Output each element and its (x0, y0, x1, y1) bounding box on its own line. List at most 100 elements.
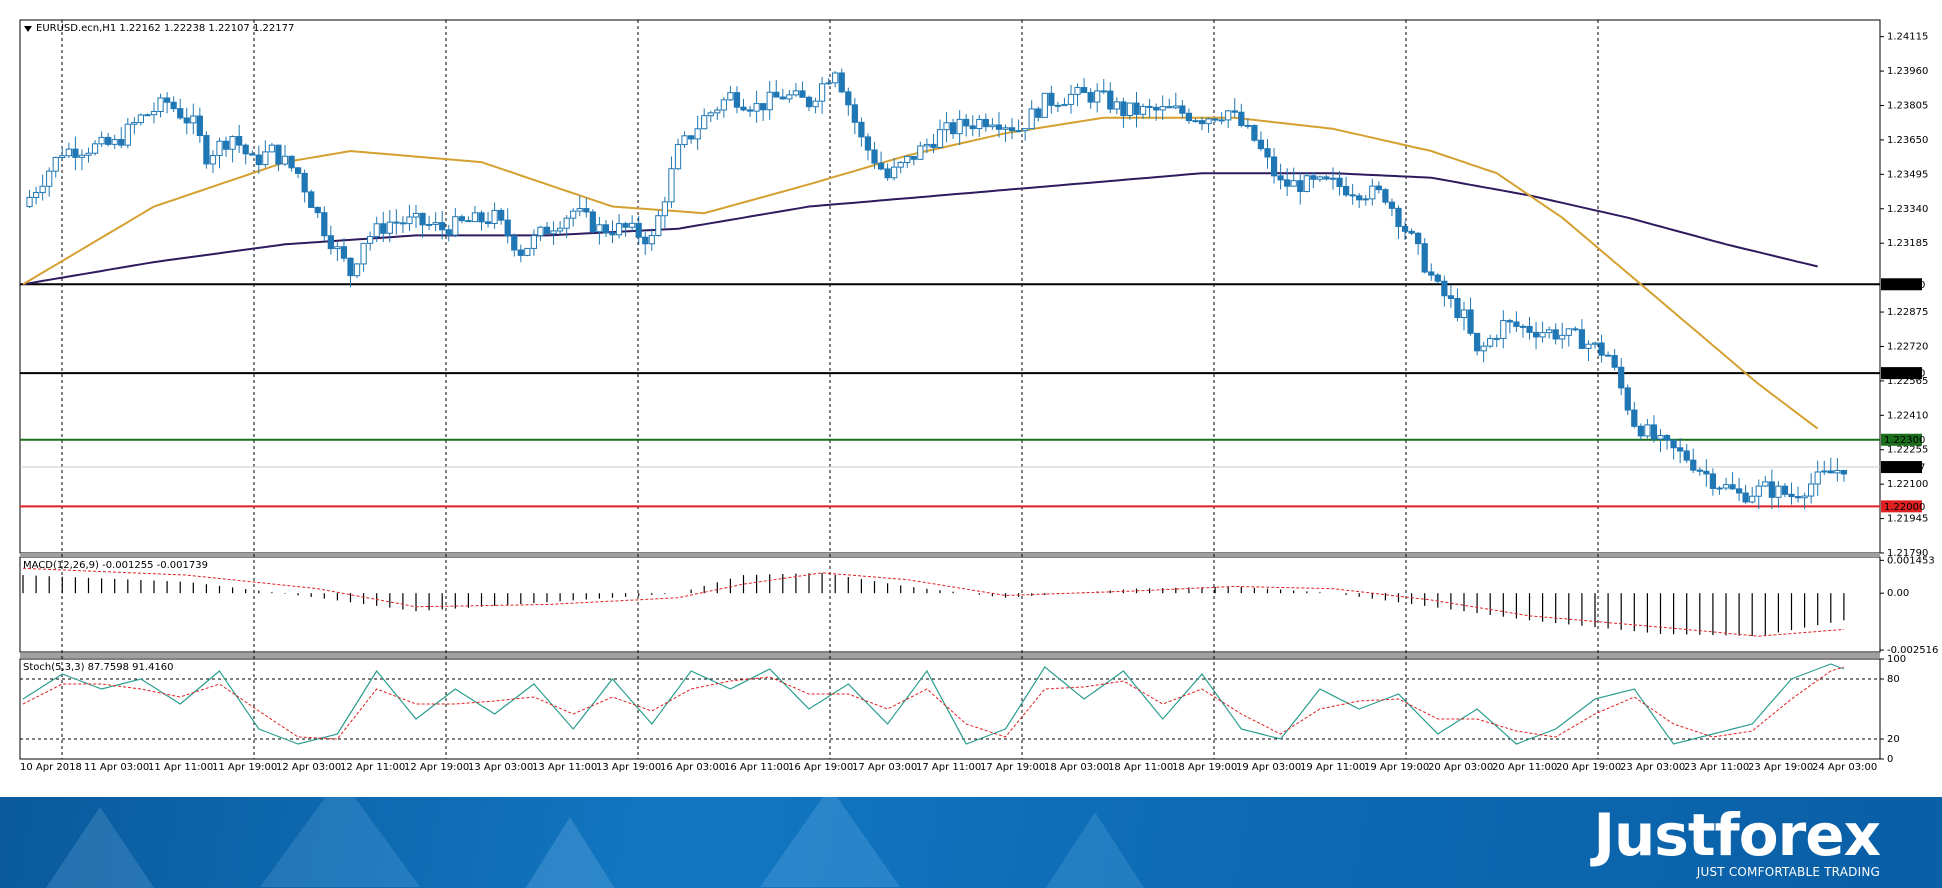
macd-title: MACD(12,26,9) -0.001255 -0.001739 (23, 560, 208, 571)
candle-body (1578, 329, 1586, 349)
x-tick-label: 23 Apr 03:00 (1620, 762, 1685, 773)
candle-body (1493, 337, 1500, 340)
candle-body (1552, 329, 1559, 340)
candle-body (596, 224, 603, 233)
price-y-tick-label: 1.21790 (1887, 548, 1928, 559)
candle-body (1388, 201, 1396, 209)
candle-body (491, 209, 498, 225)
price-level-label: 1.22177 (1884, 463, 1925, 474)
decorative-triangle (40, 807, 160, 888)
candle-body (1506, 320, 1513, 323)
stoch-y-tick-label: 0 (1887, 754, 1893, 765)
candle-body (1041, 92, 1048, 118)
candle-body (1762, 481, 1769, 487)
candle-body (1618, 366, 1625, 389)
candle-body (190, 115, 197, 124)
candle-body (1480, 345, 1487, 352)
price-y-tick-label: 1.22410 (1887, 410, 1928, 421)
candle-body (137, 114, 145, 124)
x-tick-label: 17 Apr 19:00 (980, 762, 1045, 773)
candle-body (1683, 450, 1690, 461)
candle-body (1526, 325, 1533, 333)
candle-body (1775, 485, 1782, 498)
x-tick-label: 12 Apr 19:00 (404, 762, 469, 773)
symbol-title: EURUSD.ecn,H1 1.22162 1.22238 1.22107 1.… (36, 23, 294, 34)
candle-body (1663, 434, 1671, 441)
candle-body (170, 101, 177, 110)
candle-body (1205, 118, 1212, 125)
candle-body (1742, 492, 1749, 503)
price-level-tag (1881, 500, 1922, 513)
candle-body (1401, 225, 1409, 232)
candle-body (294, 167, 302, 174)
candle-body (976, 118, 983, 130)
candle-body (46, 170, 53, 187)
candle-body (917, 145, 924, 160)
candle-body (1310, 175, 1317, 180)
stoch-panel-frame (19, 658, 1881, 760)
candle-body (517, 249, 524, 256)
candle-body (340, 246, 348, 259)
candle-body (222, 140, 230, 150)
candle-body (812, 100, 819, 108)
candle-body (39, 185, 46, 194)
candle-body (229, 136, 236, 150)
candle-body (1336, 177, 1343, 188)
candle-body (838, 72, 845, 93)
candle-body (746, 109, 754, 112)
candle-body (995, 124, 1003, 130)
candle-body (498, 209, 505, 221)
candle-body (1657, 434, 1664, 440)
candle-body (1211, 118, 1219, 121)
candle-body (1690, 459, 1697, 471)
x-tick-label: 16 Apr 19:00 (788, 762, 853, 773)
candle-body (275, 144, 282, 165)
price-level-label: 1.22000 (1884, 502, 1925, 513)
candle-body (249, 153, 256, 156)
candle-body (1225, 110, 1232, 121)
candle-body (1061, 103, 1068, 107)
candle-body (1369, 185, 1376, 200)
candle-body (727, 92, 734, 101)
candle-body (1781, 485, 1789, 495)
price-y-tick-label: 1.22255 (1887, 445, 1928, 456)
price-level-tag (1881, 367, 1922, 380)
candle-body (642, 236, 649, 245)
candle-body (59, 155, 66, 158)
candle-body (1002, 127, 1009, 130)
candle-body (1035, 108, 1042, 118)
candle-body (609, 232, 616, 236)
price-panel-frame (19, 19, 1881, 554)
candle-body (1284, 179, 1291, 187)
candle-body (668, 168, 675, 203)
candle-body (1382, 189, 1389, 203)
candle-body (851, 104, 858, 123)
candle-body (1434, 274, 1441, 282)
candle-body (26, 196, 33, 208)
candle-body (1519, 325, 1527, 328)
candle-body (805, 96, 813, 108)
macd-y-tick-label: 0.001453 (1887, 555, 1935, 566)
candle-body (832, 72, 839, 84)
price-y-tick-label: 1.23340 (1887, 204, 1928, 215)
candle-body (949, 122, 957, 135)
candle-body (1153, 106, 1160, 111)
candle-body (504, 219, 511, 237)
candle-body (412, 212, 420, 218)
price-y-tick-label: 1.23185 (1887, 238, 1928, 249)
candle-body (871, 149, 878, 164)
candle-body (1840, 469, 1848, 475)
candle-body (236, 136, 243, 146)
candle-body (1264, 148, 1271, 158)
candle-body (1244, 124, 1251, 127)
candle-body (570, 210, 577, 219)
candle-body (439, 222, 446, 231)
candle-body (432, 222, 439, 225)
candle-body (196, 115, 203, 137)
candle-body (1565, 328, 1572, 336)
candle-body (203, 135, 210, 165)
panel-separator (20, 653, 1880, 658)
candle-body (1054, 104, 1062, 107)
candle-body (1022, 128, 1029, 132)
